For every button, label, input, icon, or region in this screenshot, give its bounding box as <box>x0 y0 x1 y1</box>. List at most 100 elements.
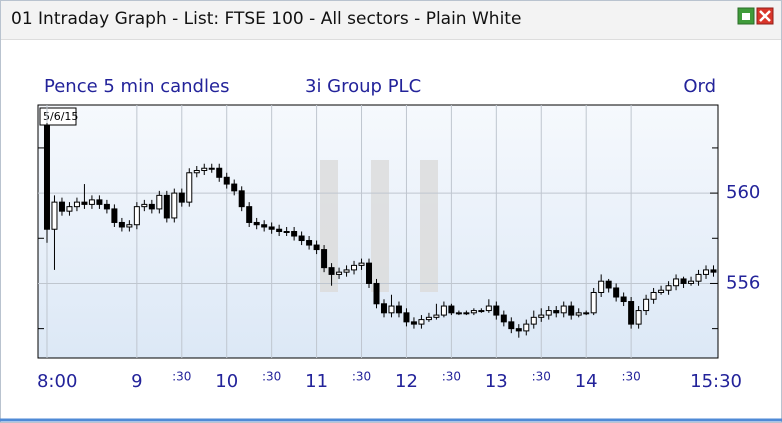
candle-body <box>463 312 470 315</box>
x-tick-label: :30 <box>262 370 281 384</box>
candle-body <box>643 298 650 312</box>
candle-body <box>276 228 283 233</box>
x-tick-label: 10 <box>215 371 238 392</box>
x-tick-label: :30 <box>442 370 461 384</box>
candle-body <box>201 167 208 172</box>
candle-body <box>321 249 328 269</box>
title-bar: 01 Intraday Graph - List: FTSE 100 - All… <box>1 1 781 40</box>
candle-body <box>418 319 425 325</box>
y-tick-label: 556 <box>726 272 760 293</box>
candle-body <box>560 305 567 314</box>
candle-body <box>628 301 635 325</box>
candle-body <box>493 305 500 316</box>
candle-body <box>133 206 140 226</box>
candle-body <box>336 271 343 275</box>
candle-body <box>688 280 695 284</box>
close-icon <box>759 10 771 22</box>
candle-body <box>500 314 507 323</box>
candle-body <box>246 206 253 223</box>
candle-body <box>650 291 657 300</box>
candle-body <box>148 203 155 210</box>
candle-body <box>351 264 358 271</box>
candle-body <box>485 305 492 312</box>
candle-body <box>620 296 627 303</box>
candle-body <box>51 201 58 230</box>
candle-body <box>673 278 680 287</box>
candle-body <box>156 194 163 210</box>
candle-body <box>126 224 133 228</box>
candle-body <box>380 303 387 314</box>
candle-body <box>58 201 65 212</box>
x-tick-label: 11 <box>305 371 328 392</box>
window-title: 01 Intraday Graph - List: FTSE 100 - All… <box>11 9 522 29</box>
candle-body <box>268 226 275 230</box>
candle-body <box>590 291 597 314</box>
candle-body <box>253 221 260 226</box>
pin-icon <box>742 13 750 20</box>
candle-body <box>635 310 642 325</box>
x-tick-label: 12 <box>395 371 418 392</box>
x-tick-label: 14 <box>575 371 598 392</box>
shade-bar <box>371 160 389 292</box>
instrument-label: 3i Group PLC <box>305 76 421 97</box>
x-tick-label: :30 <box>532 370 551 384</box>
candle-body <box>433 314 440 318</box>
candle-body <box>710 269 717 273</box>
candle-body <box>538 314 545 318</box>
candle-body <box>186 172 193 203</box>
x-tick-label: :30 <box>621 370 640 384</box>
candle-body <box>238 190 245 208</box>
x-tick-label: 13 <box>485 371 508 392</box>
candle-body <box>695 273 702 282</box>
candle-body <box>96 199 103 205</box>
candle-body <box>111 208 118 223</box>
candle-body <box>118 221 125 228</box>
candle-body <box>73 201 80 208</box>
candle-body <box>231 183 238 192</box>
candle-body <box>665 285 672 291</box>
interval-label: Pence 5 min candles <box>44 76 229 97</box>
x-tick-label: :30 <box>352 370 371 384</box>
candle-body <box>358 262 365 266</box>
candle-body <box>478 310 485 313</box>
candle-body <box>291 231 298 237</box>
date-label: 5/6/15 <box>43 110 78 123</box>
shade-bar <box>420 160 438 292</box>
candle-body <box>553 310 560 314</box>
candle-body <box>658 289 665 293</box>
candle-body <box>261 224 268 228</box>
candle-body <box>598 280 605 293</box>
x-tick-label: 8:00 <box>37 371 77 392</box>
candle-body <box>515 328 522 332</box>
candle-body <box>575 312 582 316</box>
candle-body <box>448 305 455 314</box>
candle-body <box>298 235 305 242</box>
x-tick-label: :30 <box>172 370 191 384</box>
candle-body <box>680 278 687 284</box>
candle-body <box>568 305 575 316</box>
candle-body <box>366 262 373 284</box>
candle-body <box>703 269 710 275</box>
date-box <box>39 107 77 126</box>
candle-body <box>313 244 320 251</box>
candle-body <box>193 170 200 174</box>
candle-body <box>216 167 223 178</box>
candle-body <box>208 167 215 170</box>
candle-body <box>425 316 432 321</box>
candle-body <box>613 287 620 298</box>
candle-body <box>306 240 313 246</box>
window-buttons[interactable] <box>737 7 774 25</box>
candle-body <box>328 267 335 275</box>
candle-body <box>455 312 462 315</box>
candle-body <box>470 310 477 314</box>
y-tick-label: 560 <box>726 182 760 203</box>
candle-body <box>66 206 73 212</box>
candle-body <box>395 305 402 314</box>
candle-body <box>163 194 170 219</box>
candle-body <box>88 199 95 205</box>
candle-body <box>373 282 380 305</box>
candle-body <box>141 203 148 208</box>
candle-body <box>583 312 590 315</box>
candle-body <box>403 312 410 323</box>
